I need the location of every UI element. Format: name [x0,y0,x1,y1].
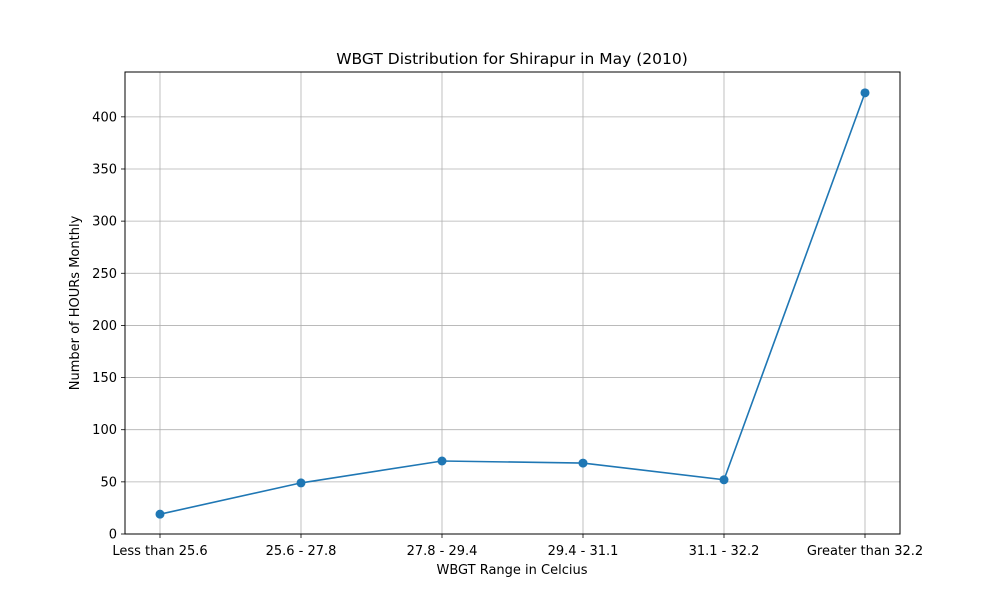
y-tick-label: 250 [92,267,117,282]
x-tick-label: 29.4 - 31.1 [548,544,619,559]
grid-lines [125,72,900,535]
data-point [578,458,588,468]
series-line [159,92,866,515]
y-tick-label: 200 [92,319,117,334]
y-tick-label: 100 [92,423,117,438]
y-axis-label: Number of HOURs Monthly [68,215,83,390]
data-point [719,475,729,485]
y-tick-label: 300 [92,215,117,230]
y-tick-label: 350 [92,162,117,177]
series-line-group [155,88,870,519]
x-tick-label: Greater than 32.2 [807,544,923,559]
y-tick-label: 0 [109,528,117,543]
y-tick-label: 50 [100,475,117,490]
y-tick-label: 150 [92,371,117,386]
y-tick-label: 400 [92,110,117,125]
x-axis-label: WBGT Range in Celcius [436,563,587,578]
chart-title: WBGT Distribution for Shirapur in May (2… [336,50,688,68]
x-tick-label: 31.1 - 32.2 [689,544,760,559]
x-tick-label: 27.8 - 29.4 [407,544,478,559]
x-axis-ticks: Less than 25.6 25.6 - 27.8 27.8 - 29.4 29.4… [112,534,923,559]
data-point [860,88,870,98]
data-point [437,456,447,466]
plot-frame [124,71,901,535]
data-point [155,509,165,519]
x-tick-label: Less than 25.6 [112,544,207,559]
x-tick-label: 25.6 - 27.8 [266,544,337,559]
y-axis-ticks: 0 50 100 150 200 250 300 350 400 [92,110,125,543]
data-point [296,478,306,488]
